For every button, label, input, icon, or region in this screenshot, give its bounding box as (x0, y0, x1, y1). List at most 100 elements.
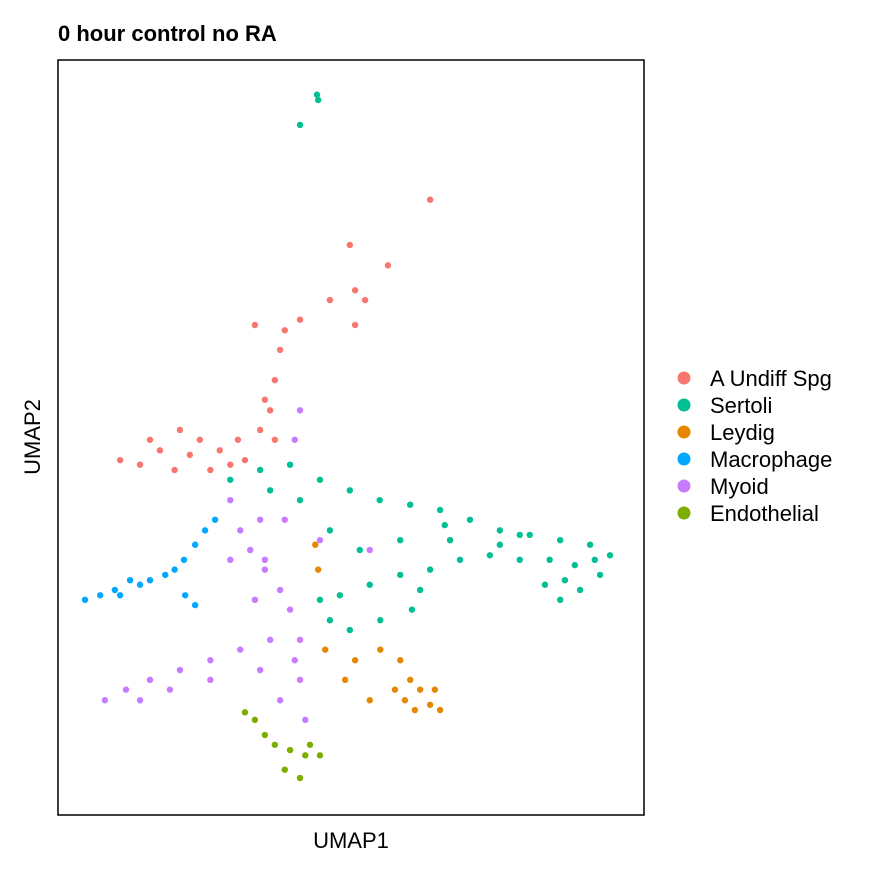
point-myoid (256, 666, 264, 674)
point-a-undiff-spg (116, 456, 124, 464)
point-myoid (136, 697, 144, 704)
point-sertoli (436, 506, 444, 514)
legend-key-leydig (677, 425, 691, 439)
points-layer (81, 91, 614, 782)
point-a-undiff-spg (251, 321, 259, 329)
point-endothelial (271, 741, 279, 748)
point-sertoli (316, 476, 324, 483)
point-sertoli (376, 496, 383, 504)
point-a-undiff-spg (207, 466, 214, 474)
point-sertoli (326, 527, 334, 534)
point-sertoli (377, 617, 384, 624)
point-macrophage (111, 586, 119, 594)
point-myoid (286, 606, 294, 613)
point-macrophage (96, 592, 104, 599)
point-leydig (411, 706, 419, 714)
point-macrophage (181, 592, 189, 599)
point-a-undiff-spg (186, 451, 194, 459)
point-macrophage (162, 571, 169, 579)
point-sertoli (314, 96, 322, 104)
point-myoid (227, 556, 234, 564)
point-sertoli (591, 556, 598, 564)
point-sertoli (557, 596, 564, 604)
point-a-undiff-spg (426, 196, 434, 203)
point-myoid (237, 646, 244, 653)
point-sertoli (446, 536, 454, 544)
point-sertoli (366, 581, 373, 588)
point-endothelial (241, 709, 249, 716)
legend-label-macrophage: Macrophage (710, 447, 832, 472)
point-sertoli (541, 581, 549, 588)
point-sertoli (313, 91, 321, 98)
point-sertoli (496, 527, 504, 534)
point-a-undiff-spg (384, 262, 392, 269)
point-sertoli (496, 541, 504, 548)
point-sertoli (346, 626, 354, 634)
point-endothelial (251, 716, 259, 724)
point-sertoli (571, 561, 579, 569)
point-macrophage (136, 581, 144, 588)
point-a-undiff-spg (146, 436, 154, 443)
point-macrophage (126, 576, 134, 584)
point-a-undiff-spg (176, 426, 184, 434)
point-myoid (291, 657, 298, 664)
point-sertoli (606, 552, 614, 559)
point-macrophage (191, 601, 199, 609)
point-sertoli (296, 496, 304, 504)
legend-label-sertoli: Sertoli (710, 393, 772, 418)
point-myoid (266, 636, 274, 644)
legend-label-a-undiff-spg: A Undiff Spg (710, 366, 832, 391)
plot-panel (57, 59, 645, 816)
point-a-undiff-spg (266, 407, 274, 414)
point-myoid (302, 716, 309, 724)
point-macrophage (180, 556, 188, 564)
legend-key-sertoli (677, 398, 691, 412)
point-sertoli (406, 501, 414, 508)
point-sertoli (516, 531, 523, 539)
point-myoid (276, 697, 284, 704)
point-sertoli (346, 487, 354, 494)
point-sertoli (466, 516, 474, 523)
point-a-undiff-spg (346, 241, 354, 249)
point-leydig (312, 541, 319, 548)
legend-key-endothelial (677, 506, 691, 520)
point-macrophage (146, 576, 154, 584)
point-myoid (261, 556, 269, 564)
point-macrophage (191, 541, 199, 548)
point-endothelial (306, 741, 314, 748)
point-a-undiff-spg (136, 461, 144, 468)
point-leydig (351, 657, 359, 664)
point-myoid (247, 546, 254, 554)
point-endothelial (281, 766, 288, 773)
point-leydig (416, 686, 424, 693)
point-a-undiff-spg (156, 447, 164, 454)
point-sertoli (586, 541, 594, 548)
point-a-undiff-spg (241, 456, 249, 464)
point-a-undiff-spg (234, 436, 242, 443)
point-a-undiff-spg (216, 447, 223, 454)
point-macrophage (81, 596, 89, 604)
point-sertoli (286, 461, 294, 468)
point-sertoli (557, 536, 564, 544)
point-sertoli (296, 121, 304, 129)
point-macrophage (171, 566, 178, 573)
point-myoid (207, 657, 214, 664)
point-leydig (426, 701, 434, 708)
point-myoid (296, 676, 304, 684)
point-a-undiff-spg (227, 461, 234, 468)
point-macrophage (116, 592, 124, 599)
point-a-undiff-spg (326, 296, 334, 304)
point-a-undiff-spg (351, 321, 359, 329)
point-sertoli (356, 546, 363, 554)
point-myoid (101, 697, 109, 704)
point-sertoli (596, 571, 604, 579)
point-myoid (366, 546, 373, 554)
point-myoid (296, 407, 304, 414)
point-a-undiff-spg (281, 327, 288, 334)
legend-label-myoid: Myoid (710, 474, 769, 499)
point-sertoli (416, 586, 424, 594)
legend-key-a-undiff-spg (677, 371, 691, 385)
point-myoid (316, 536, 324, 544)
point-a-undiff-spg (256, 426, 264, 434)
